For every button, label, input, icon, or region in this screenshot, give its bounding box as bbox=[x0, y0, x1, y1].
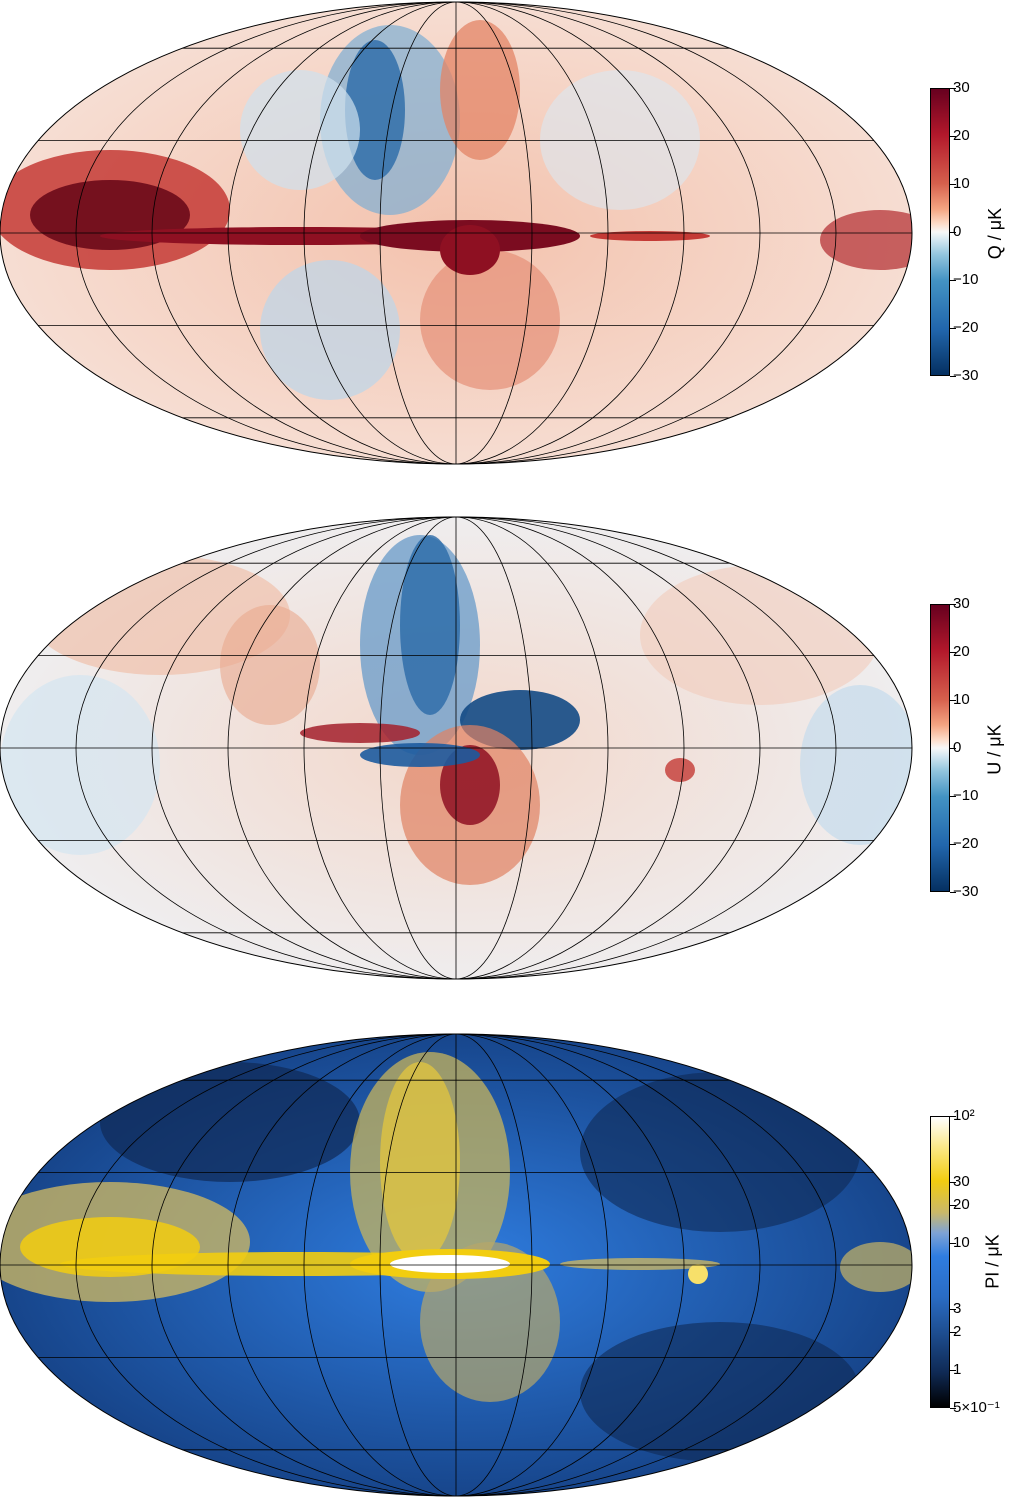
q-colorbar-title: Q / μK bbox=[985, 207, 1006, 260]
colorbar-tick-mark bbox=[950, 1204, 956, 1206]
colorbar-tick-mark bbox=[950, 328, 956, 329]
q-map-outline bbox=[0, 1, 913, 465]
u-sky-field bbox=[0, 517, 912, 979]
pi-colorbar: 10² 30 20 10 3 2 1 5×10⁻¹ PI / μK bbox=[930, 1107, 1017, 1416]
colorbar-tick-mark bbox=[950, 1408, 956, 1409]
colorbar-tick-label: 20 bbox=[953, 1195, 970, 1213]
colorbar-tick-label: 10 bbox=[953, 691, 970, 708]
q-colorbar: 30 20 10 0 −10 −20 −30 Q / μK bbox=[930, 79, 1017, 388]
q-colorbar-gradient bbox=[930, 88, 950, 376]
pi-colorbar-gradient bbox=[930, 1116, 950, 1408]
u-colorbar-gradient bbox=[930, 604, 950, 892]
colorbar-tick-label: −30 bbox=[953, 367, 979, 384]
q-panel: 30 20 10 0 −10 −20 −30 Q / μK bbox=[0, 0, 1017, 470]
u-map-outline bbox=[0, 516, 913, 980]
colorbar-tick-mark bbox=[950, 748, 956, 749]
colorbar-tick-label: 20 bbox=[953, 127, 970, 144]
colorbar-tick-label: 2 bbox=[953, 1322, 962, 1340]
colorbar-tick-mark bbox=[950, 1369, 956, 1371]
colorbar-tick-mark bbox=[950, 1331, 956, 1333]
colorbar-tick-mark bbox=[950, 604, 956, 605]
colorbar-tick-label: 30 bbox=[953, 1173, 970, 1191]
colorbar-tick-mark bbox=[950, 700, 956, 701]
colorbar-tick-mark bbox=[950, 88, 956, 89]
colorbar-tick-mark bbox=[950, 280, 956, 281]
colorbar-tick-label: 1 bbox=[953, 1360, 962, 1378]
colorbar-tick-mark bbox=[950, 1242, 956, 1244]
colorbar-tick-mark bbox=[950, 892, 956, 893]
colorbar-tick-mark bbox=[950, 184, 956, 185]
colorbar-tick-label: −10 bbox=[953, 787, 979, 804]
colorbar-tick-label: 30 bbox=[953, 595, 970, 612]
colorbar-tick-label: 10 bbox=[953, 175, 970, 192]
u-mollweide-map bbox=[0, 516, 913, 980]
colorbar-tick-label: −20 bbox=[953, 835, 979, 852]
colorbar-tick-label: 5×10⁻¹ bbox=[953, 1399, 1000, 1416]
colorbar-tick-label: −20 bbox=[953, 319, 979, 336]
colorbar-tick-mark bbox=[950, 844, 956, 845]
pi-map-outline bbox=[0, 1033, 913, 1497]
colorbar-tick-mark bbox=[950, 232, 956, 233]
pi-sky-field bbox=[0, 1034, 912, 1496]
u-colorbar-title: U / μK bbox=[984, 724, 1005, 775]
colorbar-tick-label: 3 bbox=[953, 1300, 962, 1318]
colorbar-tick-label: 0 bbox=[953, 223, 962, 240]
u-colorbar: 30 20 10 0 −10 −20 −30 U / μK bbox=[930, 595, 1017, 904]
colorbar-tick-label: 20 bbox=[953, 643, 970, 660]
colorbar-tick-label: 10 bbox=[953, 1233, 970, 1251]
colorbar-tick-label: 0 bbox=[953, 739, 962, 756]
pi-colorbar-title: PI / μK bbox=[982, 1234, 1003, 1289]
colorbar-tick-label: −10 bbox=[953, 271, 979, 288]
q-mollweide-map bbox=[0, 1, 913, 465]
colorbar-tick-mark bbox=[950, 1182, 956, 1184]
colorbar-tick-mark bbox=[950, 1309, 956, 1311]
colorbar-tick-mark bbox=[950, 796, 956, 797]
u-panel: 30 20 10 0 −10 −20 −30 U / μK bbox=[0, 515, 1017, 985]
colorbar-tick-label: 30 bbox=[953, 79, 970, 96]
q-sky-field bbox=[0, 2, 912, 464]
pi-mollweide-map bbox=[0, 1033, 913, 1497]
colorbar-tick-mark bbox=[950, 652, 956, 653]
colorbar-tick-mark bbox=[950, 1116, 956, 1117]
colorbar-tick-label: 10² bbox=[953, 1107, 975, 1124]
colorbar-tick-mark bbox=[950, 136, 956, 137]
pi-panel: 10² 30 20 10 3 2 1 5×10⁻¹ PI / μK bbox=[0, 1032, 1017, 1497]
colorbar-tick-mark bbox=[950, 376, 956, 377]
colorbar-tick-label: −30 bbox=[953, 883, 979, 900]
